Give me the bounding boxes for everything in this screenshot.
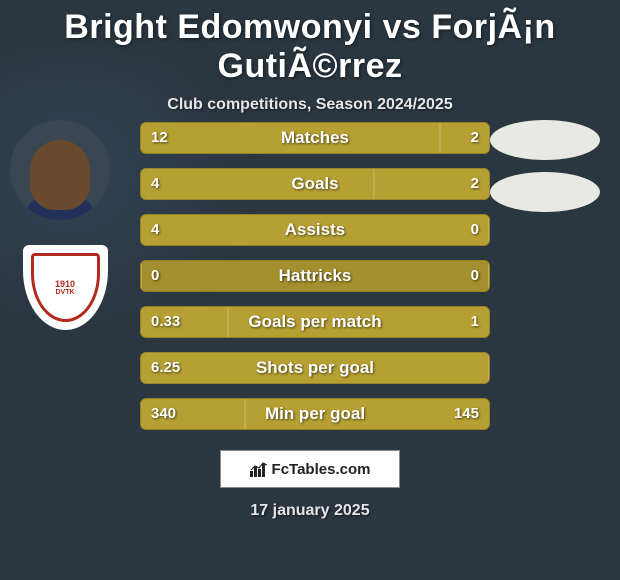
stat-label: Goals per match: [141, 307, 489, 337]
crest-year: 1910: [55, 279, 75, 289]
brand-chart-icon: [250, 461, 268, 477]
stat-label: Goals: [141, 169, 489, 199]
stat-value-right: 145: [454, 399, 479, 429]
brand-text: FcTables.com: [272, 461, 371, 478]
crest-inner: 1910 DVTK: [31, 253, 100, 322]
stat-value-right: 2: [471, 169, 479, 199]
page-title: Bright Edomwonyi vs ForjÃ¡n GutiÃ©rrez: [0, 0, 620, 86]
footer-date: 17 january 2025: [0, 502, 620, 520]
player-left-avatar: [10, 120, 110, 220]
right-player-column: [490, 120, 605, 224]
brand-badge[interactable]: FcTables.com: [220, 450, 400, 488]
ball-icon: [490, 172, 600, 212]
stat-label: Matches: [141, 123, 489, 153]
stat-row: 4Assists0: [140, 214, 490, 246]
stat-label: Shots per goal: [141, 353, 489, 383]
left-player-column: 1910 DVTK: [10, 120, 120, 330]
stat-label: Min per goal: [141, 399, 489, 429]
stat-row: 4Goals2: [140, 168, 490, 200]
page-subtitle: Club competitions, Season 2024/2025: [0, 96, 620, 114]
stat-row: 0.33Goals per match1: [140, 306, 490, 338]
stat-row: 340Min per goal145: [140, 398, 490, 430]
ball-icon: [490, 120, 600, 160]
stat-value-right: 1: [471, 307, 479, 337]
content-root: Bright Edomwonyi vs ForjÃ¡n GutiÃ©rrez C…: [0, 0, 620, 114]
avatar-face: [30, 140, 90, 210]
stat-value-right: 2: [471, 123, 479, 153]
club-crest: 1910 DVTK: [23, 245, 108, 330]
stat-label: Hattricks: [141, 261, 489, 291]
stat-value-right: 0: [471, 261, 479, 291]
stats-bars: 12Matches24Goals24Assists00Hattricks00.3…: [140, 122, 490, 444]
stat-row: 6.25Shots per goal: [140, 352, 490, 384]
stat-label: Assists: [141, 215, 489, 245]
crest-text: DVTK: [55, 289, 74, 296]
stat-row: 12Matches2: [140, 122, 490, 154]
stat-row: 0Hattricks0: [140, 260, 490, 292]
stat-value-right: 0: [471, 215, 479, 245]
